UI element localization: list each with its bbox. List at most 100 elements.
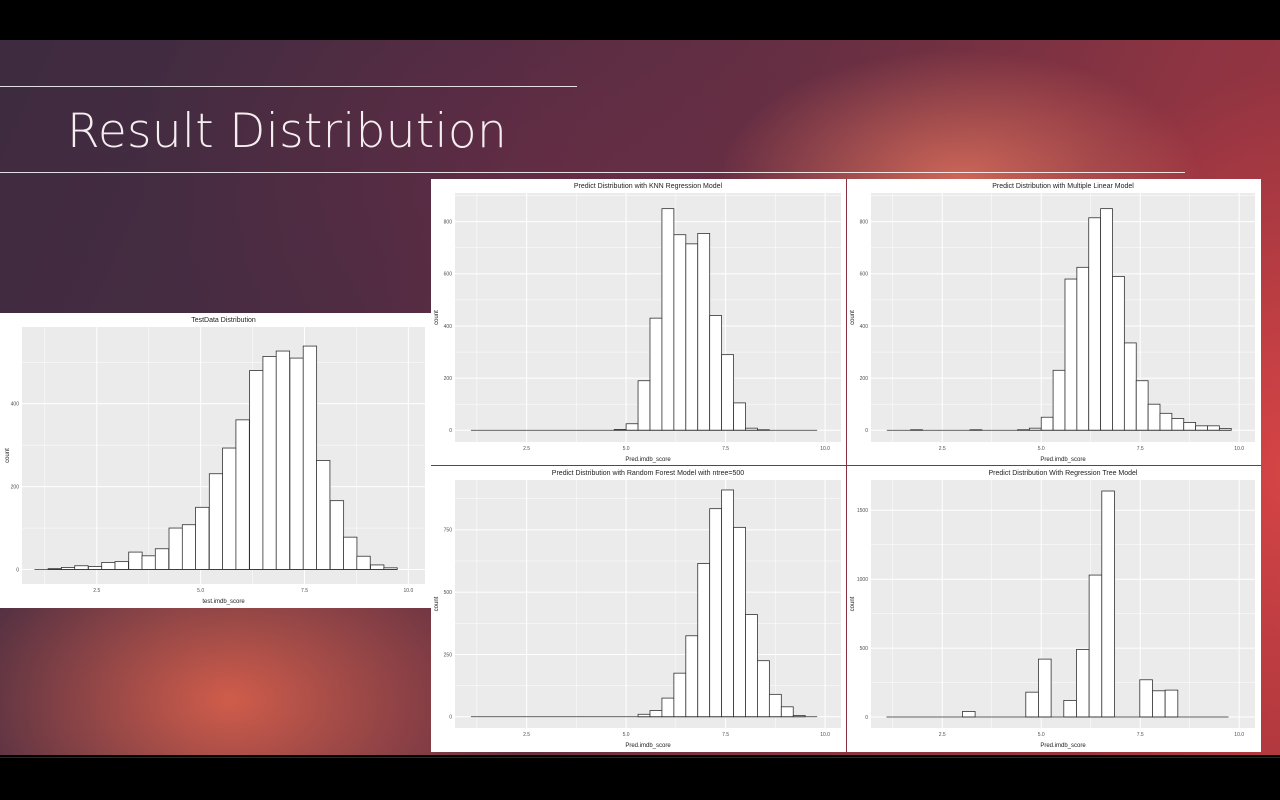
histogram-bar <box>1040 416 1054 431</box>
slide-title: Result Distribution <box>67 104 508 159</box>
x-tick-label: 10.0 <box>820 446 830 452</box>
chart-title: Predict Distribution With Regression Tre… <box>988 470 1137 477</box>
x-tick-label: 7.5 <box>301 588 308 594</box>
x-tick-label: 5.0 <box>197 588 204 594</box>
histogram-bar <box>637 380 651 431</box>
histogram-bar <box>1112 276 1125 431</box>
y-axis-label: count <box>434 596 440 611</box>
x-tick-label: 5.0 <box>1038 446 1045 452</box>
histogram-bar <box>709 315 723 431</box>
histogram-bar <box>208 473 224 570</box>
histogram-bar <box>222 447 237 570</box>
histogram-bar <box>1207 425 1220 431</box>
histogram-bar <box>757 660 770 718</box>
y-tick-label: 600 <box>444 272 453 278</box>
y-tick-label: 200 <box>444 376 453 382</box>
histogram-bar <box>329 500 345 570</box>
histogram-bar <box>733 526 746 718</box>
y-tick-label: 800 <box>860 219 869 225</box>
histogram-bar <box>697 233 711 431</box>
x-tick-label: 2.5 <box>523 732 530 738</box>
x-tick-label: 2.5 <box>93 588 100 594</box>
chart-title: Predict Distribution with Multiple Linea… <box>992 183 1134 190</box>
histogram-bar <box>1171 418 1185 431</box>
histogram-bar <box>289 357 304 570</box>
title-top-rule <box>0 86 577 87</box>
y-tick-label: 0 <box>449 428 452 434</box>
y-tick-label: 200 <box>860 376 869 382</box>
histogram-bar <box>101 562 116 570</box>
histogram-bar <box>1088 574 1103 718</box>
histogram-bar <box>661 208 675 431</box>
histogram-bar <box>141 555 156 570</box>
histogram-bar <box>1088 217 1102 431</box>
x-axis-label: Pred.imdb_score <box>625 457 671 463</box>
y-tick-label: 600 <box>860 272 869 278</box>
y-tick-label: 400 <box>444 324 453 330</box>
testdata-histogram-panel: 2.5 5.0 7.5 10.0 0 200 400 TestData Distributio… <box>0 313 431 608</box>
slide-background: Result Distribution 2.5 5.0 7.5 10.0 0 200 400… <box>0 40 1280 755</box>
histogram-bar <box>962 711 976 718</box>
histogram-bar <box>1183 422 1197 431</box>
histogram-bar <box>1076 649 1090 718</box>
histogram-bar <box>661 697 675 718</box>
x-tick-label: 5.0 <box>623 446 630 452</box>
histogram-bar <box>1101 490 1115 718</box>
histogram-bar <box>343 536 358 570</box>
histogram-bar <box>721 489 734 718</box>
y-tick-label: 0 <box>865 428 868 434</box>
histogram-bar <box>249 370 264 570</box>
x-tick-label: 5.0 <box>623 732 630 738</box>
y-tick-label: 500 <box>444 590 453 596</box>
x-tick-label: 7.5 <box>722 732 729 738</box>
y-tick-label: 750 <box>444 528 453 534</box>
y-tick-label: 400 <box>11 401 20 407</box>
x-tick-label: 10.0 <box>1234 446 1244 452</box>
histogram-bar <box>1164 689 1179 718</box>
histogram-bar <box>114 561 129 570</box>
y-tick-label: 400 <box>860 324 869 330</box>
random-forest-histogram-panel: 2.5 5.0 7.5 10.0 0 250 500 750 Predict Distribut… <box>431 466 847 752</box>
x-tick-label: 2.5 <box>523 446 530 452</box>
y-axis-label: count <box>434 310 440 325</box>
histogram-bar <box>780 706 794 718</box>
histogram-bar <box>625 423 639 431</box>
title-bottom-rule <box>0 172 1185 173</box>
histogram-bar <box>195 506 210 570</box>
histogram-bar <box>1038 658 1052 718</box>
regression-tree-histogram-panel: 2.5 5.0 7.5 10.0 0 500 1000 1500 Predict Distrib… <box>847 466 1261 752</box>
chart-title: Predict Distribution with Random Forest … <box>552 470 745 477</box>
histogram-bar <box>649 317 663 431</box>
y-tick-label: 800 <box>444 219 453 225</box>
histogram-bar <box>709 508 723 718</box>
x-axis-label: Pred.imdb_score <box>1040 457 1086 463</box>
histogram-bar <box>685 243 699 431</box>
y-axis-label: count <box>850 310 856 325</box>
histogram-bar <box>1063 700 1077 718</box>
histogram-bar <box>721 354 734 431</box>
histogram-bar <box>1195 425 1208 431</box>
histogram-bar <box>128 551 143 570</box>
histogram-bar <box>1100 208 1113 431</box>
y-tick-label: 0 <box>865 715 868 721</box>
x-tick-label: 2.5 <box>939 732 946 738</box>
histogram-bar <box>1052 369 1066 431</box>
y-axis-label: count <box>850 596 856 611</box>
knn-histogram: 2.5 5.0 7.5 10.0 0 200 400 600 800 Predict Distri… <box>434 183 841 463</box>
histogram-bar <box>673 672 687 718</box>
y-tick-label: 1000 <box>857 577 868 583</box>
histogram-bar <box>181 524 197 570</box>
x-axis-label: test.imdb_score <box>202 599 245 605</box>
histogram-bar <box>1139 679 1153 718</box>
x-tick-label: 10.0 <box>1234 732 1244 738</box>
histogram-bar <box>168 527 183 570</box>
histogram-bar <box>154 548 170 570</box>
y-axis-label: count <box>5 448 11 463</box>
regression-tree-histogram: 2.5 5.0 7.5 10.0 0 500 1000 1500 Predict Distrib… <box>850 470 1255 749</box>
chart-title: TestData Distribution <box>191 317 256 324</box>
histogram-bar <box>1123 342 1137 431</box>
histogram-bar <box>673 234 687 431</box>
linear-histogram: 2.5 5.0 7.5 10.0 0 200 400 600 800 Predict Distri… <box>850 183 1255 463</box>
x-tick-label: 10.0 <box>404 588 414 594</box>
x-tick-label: 5.0 <box>1038 732 1045 738</box>
